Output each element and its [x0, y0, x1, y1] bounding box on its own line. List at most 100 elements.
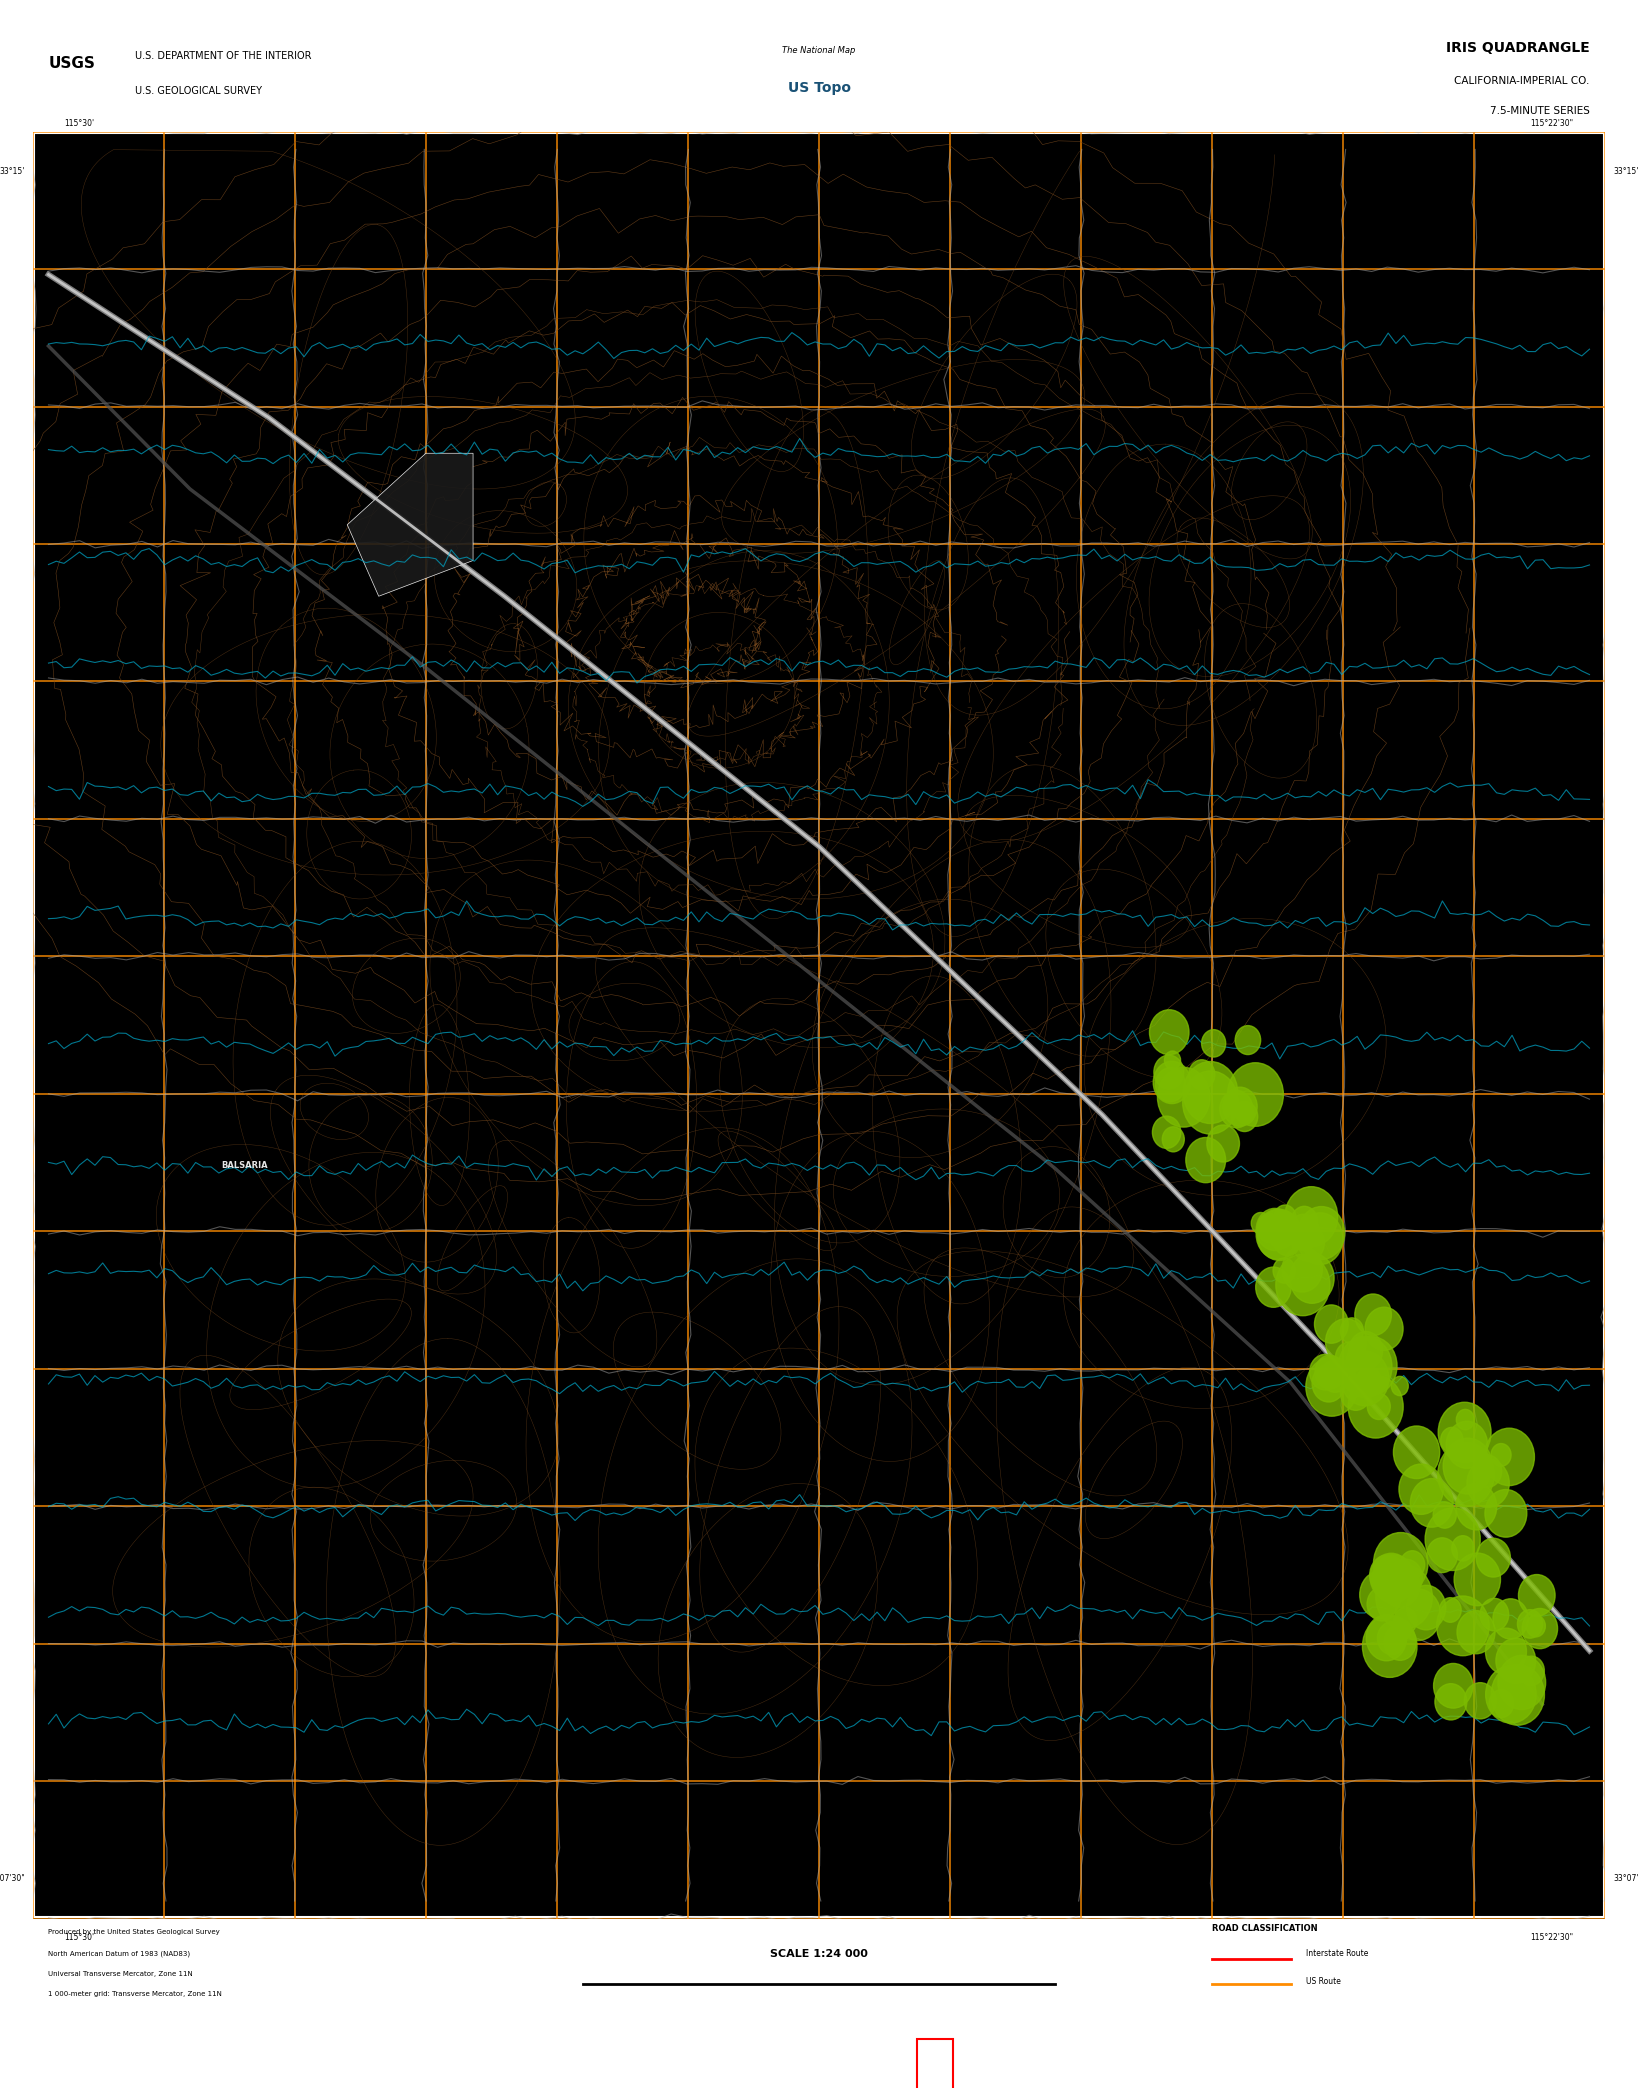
- Text: 7.5-MINUTE SERIES: 7.5-MINUTE SERIES: [1489, 106, 1589, 117]
- Text: 33°15': 33°15': [0, 167, 25, 175]
- Text: US Route: US Route: [1307, 1977, 1342, 1986]
- Circle shape: [1251, 1213, 1269, 1234]
- Circle shape: [1369, 1553, 1412, 1601]
- Text: 115°22'30": 115°22'30": [1530, 119, 1574, 127]
- Circle shape: [1394, 1426, 1440, 1478]
- Circle shape: [1340, 1376, 1371, 1409]
- Text: ROAD CLASSIFICATION: ROAD CLASSIFICATION: [1212, 1923, 1317, 1933]
- Circle shape: [1274, 1205, 1296, 1230]
- Circle shape: [1350, 1332, 1382, 1370]
- Circle shape: [1258, 1213, 1283, 1242]
- Circle shape: [1348, 1376, 1404, 1439]
- Circle shape: [1486, 1666, 1536, 1723]
- Text: 33°07'30": 33°07'30": [0, 1875, 25, 1883]
- Circle shape: [1363, 1616, 1417, 1677]
- Text: 115°22'30": 115°22'30": [1530, 1933, 1574, 1942]
- Circle shape: [1368, 1393, 1391, 1420]
- Circle shape: [1276, 1255, 1330, 1315]
- Circle shape: [1256, 1209, 1294, 1251]
- Circle shape: [1266, 1224, 1284, 1242]
- Circle shape: [1297, 1213, 1343, 1265]
- Circle shape: [1232, 1102, 1258, 1132]
- Text: 115°30': 115°30': [64, 119, 95, 127]
- Circle shape: [1458, 1610, 1495, 1654]
- Circle shape: [1495, 1639, 1536, 1683]
- Circle shape: [1292, 1226, 1325, 1261]
- Circle shape: [1481, 1597, 1509, 1631]
- Text: CALIFORNIA-IMPERIAL CO.: CALIFORNIA-IMPERIAL CO.: [1455, 77, 1589, 86]
- Circle shape: [1268, 1219, 1294, 1249]
- Circle shape: [1291, 1207, 1317, 1236]
- Circle shape: [1441, 1428, 1463, 1453]
- Circle shape: [1360, 1570, 1402, 1618]
- Bar: [917, 2040, 953, 2088]
- Circle shape: [1387, 1583, 1405, 1604]
- Circle shape: [1224, 1088, 1256, 1125]
- Circle shape: [1396, 1589, 1441, 1641]
- Circle shape: [1289, 1253, 1333, 1303]
- Circle shape: [1356, 1368, 1381, 1395]
- Circle shape: [1391, 1376, 1409, 1395]
- Text: SCALE 1:24 000: SCALE 1:24 000: [770, 1948, 868, 1959]
- Circle shape: [1464, 1683, 1495, 1718]
- Text: 115°30': 115°30': [64, 1933, 95, 1942]
- Text: North American Datum of 1983 (NAD83): North American Datum of 1983 (NAD83): [49, 1950, 190, 1956]
- Circle shape: [1314, 1305, 1348, 1343]
- Circle shape: [1518, 1574, 1554, 1616]
- Circle shape: [1435, 1683, 1466, 1721]
- Circle shape: [1456, 1482, 1497, 1531]
- Text: 33°07'30": 33°07'30": [1613, 1875, 1638, 1883]
- Text: Universal Transverse Mercator, Zone 11N: Universal Transverse Mercator, Zone 11N: [49, 1971, 193, 1977]
- Circle shape: [1256, 1209, 1301, 1259]
- Circle shape: [1273, 1257, 1296, 1284]
- Circle shape: [1517, 1610, 1543, 1639]
- Text: 33°15': 33°15': [1613, 167, 1638, 175]
- Text: USGS: USGS: [49, 56, 95, 71]
- Circle shape: [1373, 1556, 1415, 1604]
- Circle shape: [1392, 1566, 1412, 1587]
- Circle shape: [1273, 1224, 1301, 1255]
- Circle shape: [1299, 1207, 1345, 1259]
- Circle shape: [1284, 1186, 1338, 1247]
- Circle shape: [1486, 1629, 1527, 1675]
- Circle shape: [1364, 1307, 1404, 1351]
- Circle shape: [1492, 1599, 1528, 1639]
- Circle shape: [1427, 1537, 1458, 1572]
- Circle shape: [1335, 1343, 1363, 1374]
- Circle shape: [1183, 1071, 1238, 1134]
- Circle shape: [1342, 1351, 1389, 1405]
- Text: The National Map: The National Map: [783, 46, 855, 56]
- Circle shape: [1186, 1138, 1225, 1182]
- Circle shape: [1202, 1029, 1225, 1057]
- Circle shape: [1389, 1560, 1422, 1597]
- Circle shape: [1491, 1443, 1512, 1466]
- Circle shape: [1155, 1067, 1186, 1102]
- Circle shape: [1440, 1597, 1461, 1622]
- Circle shape: [1165, 1050, 1181, 1069]
- Circle shape: [1437, 1595, 1489, 1656]
- Circle shape: [1456, 1409, 1474, 1430]
- Circle shape: [1235, 1025, 1261, 1054]
- Circle shape: [1227, 1063, 1284, 1125]
- Circle shape: [1368, 1587, 1397, 1620]
- Circle shape: [1484, 1428, 1535, 1485]
- Circle shape: [1394, 1620, 1412, 1639]
- Polygon shape: [347, 453, 473, 597]
- Circle shape: [1438, 1443, 1494, 1508]
- Circle shape: [1527, 1616, 1545, 1637]
- Circle shape: [1433, 1501, 1456, 1528]
- Circle shape: [1346, 1336, 1397, 1395]
- Text: Interstate Route: Interstate Route: [1307, 1950, 1369, 1959]
- Circle shape: [1476, 1539, 1510, 1576]
- Circle shape: [1394, 1608, 1417, 1635]
- Circle shape: [1340, 1318, 1363, 1345]
- Circle shape: [1366, 1614, 1407, 1660]
- Circle shape: [1312, 1363, 1345, 1401]
- Circle shape: [1325, 1320, 1366, 1366]
- Circle shape: [1338, 1336, 1392, 1397]
- Text: Produced by the United States Geological Survey: Produced by the United States Geological…: [49, 1929, 219, 1936]
- Text: U.S. GEOLOGICAL SURVEY: U.S. GEOLOGICAL SURVEY: [134, 86, 262, 96]
- Circle shape: [1407, 1585, 1446, 1631]
- Text: IRIS QUADRANGLE: IRIS QUADRANGLE: [1446, 42, 1589, 56]
- Circle shape: [1207, 1125, 1240, 1163]
